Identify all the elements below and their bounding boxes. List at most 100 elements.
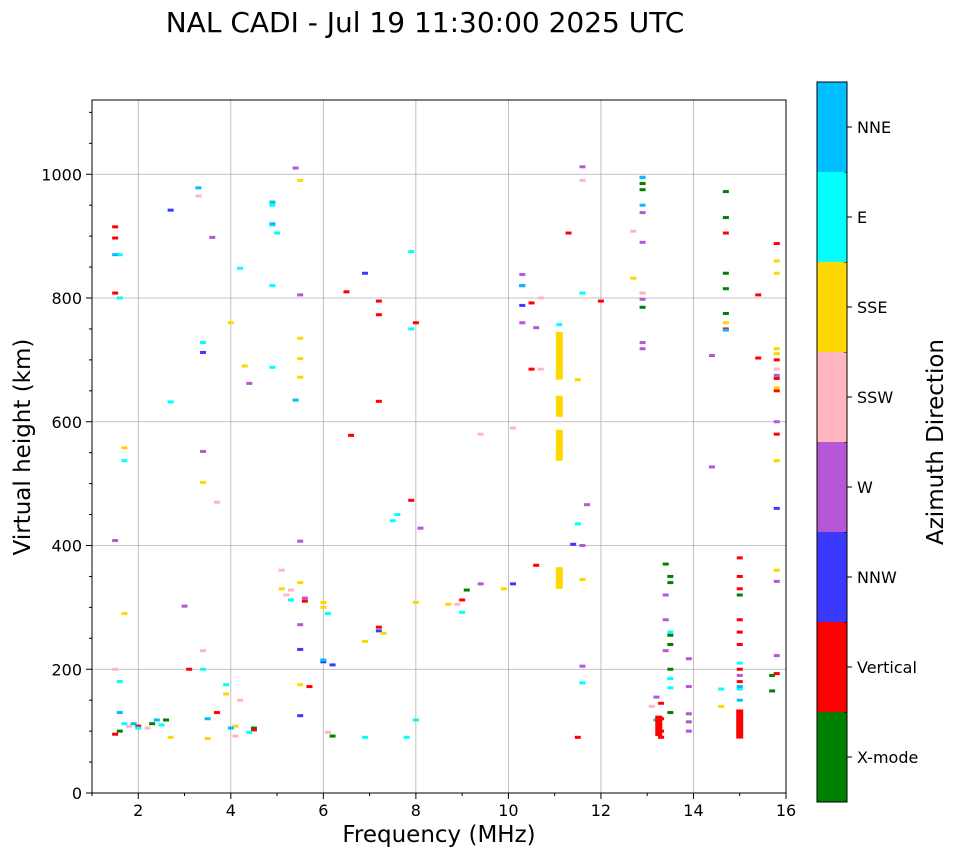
echo-point-w bbox=[579, 544, 586, 547]
echo-point-nne bbox=[269, 222, 276, 226]
echo-point-vertical bbox=[375, 625, 382, 629]
echo-point-vertical bbox=[658, 735, 665, 739]
echo-point-ssw bbox=[477, 432, 484, 436]
echo-point-e bbox=[667, 686, 674, 690]
echo-point-w bbox=[773, 373, 780, 377]
colorbar-segment bbox=[817, 172, 847, 262]
y-axis-label: Virtual height (km) bbox=[10, 339, 36, 556]
echo-point-sse bbox=[773, 568, 780, 572]
echo-point-ssw bbox=[639, 291, 646, 295]
echo-point-vertical bbox=[736, 587, 743, 591]
echo-point-sse bbox=[278, 587, 285, 591]
echo-point-x-mode bbox=[769, 689, 776, 693]
echo-point-w bbox=[209, 235, 216, 239]
echo-point-x-mode bbox=[736, 593, 743, 597]
echo-point-vertical bbox=[528, 367, 535, 371]
echo-point-sse bbox=[320, 600, 327, 604]
echo-point-e bbox=[200, 341, 207, 345]
echo-point-sse bbox=[718, 704, 725, 708]
x-tick-label: 16 bbox=[776, 801, 796, 820]
echo-point-sse bbox=[297, 336, 304, 340]
echo-point-ssw bbox=[126, 724, 133, 728]
echo-point-e bbox=[361, 735, 368, 739]
echo-point-nne bbox=[639, 175, 646, 179]
echo-point-x-mode bbox=[667, 574, 674, 578]
echo-point-ssw bbox=[579, 178, 586, 182]
echo-point-nnw bbox=[519, 303, 526, 307]
colorbar-label: W bbox=[857, 478, 873, 497]
echo-point-w bbox=[685, 729, 692, 733]
x-tick-label: 2 bbox=[133, 801, 143, 820]
echo-point-ssw bbox=[454, 602, 461, 606]
echo-point-vertical bbox=[773, 358, 780, 362]
echo-point-vertical bbox=[736, 643, 743, 646]
x-tick-label: 14 bbox=[683, 801, 703, 820]
echo-point-vertical bbox=[408, 498, 415, 502]
echo-point-w bbox=[662, 649, 669, 653]
echo-point-nne bbox=[130, 722, 137, 726]
echo-point-nne bbox=[320, 658, 327, 662]
echo-point-ssw bbox=[213, 500, 220, 504]
echo-point-vertical bbox=[250, 728, 257, 732]
echo-point-e bbox=[269, 365, 276, 369]
colorbar-label: NNW bbox=[857, 568, 897, 587]
echo-point-vertical bbox=[736, 667, 743, 671]
echo-point-sse bbox=[445, 602, 452, 606]
echo-point-e bbox=[412, 718, 419, 722]
data-marks bbox=[112, 165, 780, 741]
echo-point-vertical bbox=[533, 563, 540, 567]
echo-point-x-mode bbox=[639, 305, 646, 309]
echo-point-ssw bbox=[144, 726, 151, 730]
colorbar-segment bbox=[817, 82, 847, 172]
echo-point-sse bbox=[773, 386, 780, 390]
colorbar-frame bbox=[816, 81, 848, 803]
echo-point-vertical bbox=[213, 711, 220, 715]
echo-point-sse bbox=[297, 178, 304, 182]
echo-point-sse bbox=[241, 364, 248, 368]
echo-point-nnw bbox=[773, 506, 780, 510]
echo-point-w bbox=[736, 673, 743, 677]
echo-point-x-mode bbox=[639, 188, 646, 192]
echo-point-w bbox=[773, 579, 780, 583]
echo-point-vertical bbox=[112, 236, 119, 240]
y-tick-label: 600 bbox=[51, 413, 82, 432]
echo-point-nne bbox=[112, 253, 119, 257]
echo-point-vertical bbox=[412, 321, 419, 325]
colorbar-segment bbox=[817, 532, 847, 622]
echo-point-w bbox=[112, 539, 119, 543]
echo-point-w bbox=[579, 664, 586, 668]
echo-point-w bbox=[584, 503, 591, 507]
echo-point-nnw bbox=[329, 663, 336, 667]
echo-point-vertical bbox=[112, 225, 119, 229]
echo-point-e bbox=[736, 687, 743, 691]
x-tick-label: 4 bbox=[226, 801, 236, 820]
echo-point-nne bbox=[519, 284, 526, 288]
echo-point-sse bbox=[412, 600, 419, 604]
echo-point-sse bbox=[167, 735, 174, 739]
echo-point-w bbox=[685, 657, 692, 661]
echo-point-vertical bbox=[773, 242, 780, 246]
echo-point-w bbox=[662, 593, 669, 597]
echo-point-x-mode bbox=[667, 581, 674, 585]
echo-point-sse bbox=[223, 692, 230, 696]
echo-band-sse bbox=[555, 429, 563, 461]
echo-point-ssw bbox=[232, 734, 239, 738]
echo-point-vertical bbox=[773, 672, 780, 676]
echo-point-sse bbox=[204, 737, 211, 741]
echo-point-vertical bbox=[565, 231, 572, 235]
echo-point-vertical bbox=[773, 389, 780, 393]
echo-point-w bbox=[200, 449, 207, 453]
echo-point-ssw bbox=[537, 367, 544, 371]
echo-point-w bbox=[639, 347, 646, 351]
echo-point-x-mode bbox=[667, 711, 674, 715]
x-tick-label: 10 bbox=[498, 801, 518, 820]
echo-point-e bbox=[121, 459, 128, 463]
colorbar-segment bbox=[817, 262, 847, 352]
echo-point-x-mode bbox=[667, 633, 674, 637]
echo-point-sse bbox=[200, 480, 207, 484]
echo-point-sse bbox=[380, 631, 387, 635]
echo-point-w bbox=[653, 695, 660, 699]
echo-point-nnw bbox=[297, 647, 304, 651]
echo-point-e bbox=[269, 203, 276, 207]
echo-point-vertical bbox=[343, 290, 350, 294]
